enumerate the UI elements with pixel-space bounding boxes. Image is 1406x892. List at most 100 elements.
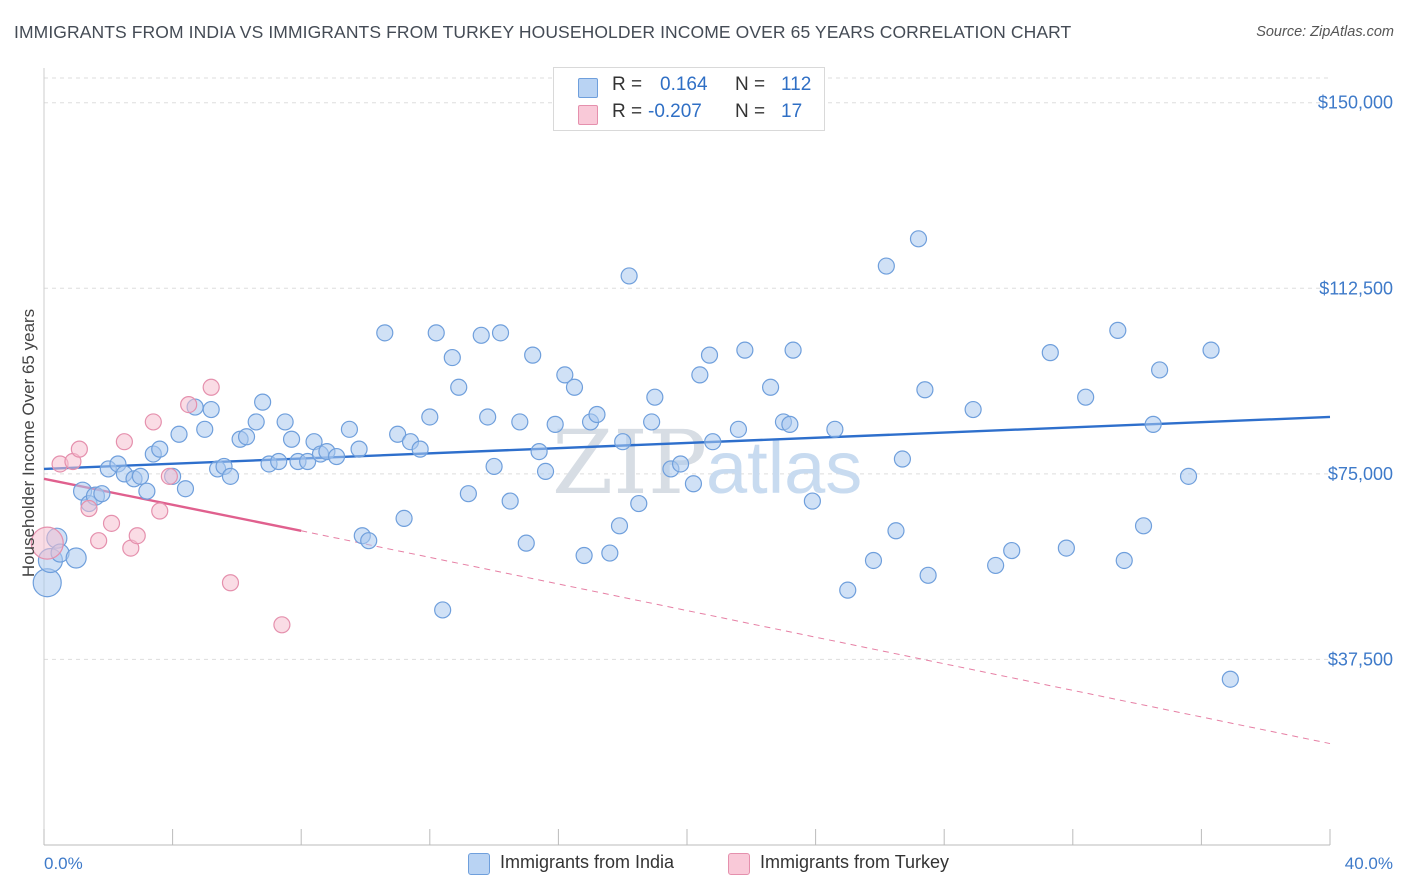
india-point bbox=[826, 420, 844, 438]
india-point bbox=[1151, 361, 1169, 379]
tick-labels: $37,500 $75,000 $112,500 $150,000 0.0% 40.0% bbox=[44, 93, 1393, 873]
india-point bbox=[964, 400, 982, 419]
y-tick-label: $150,000 bbox=[1318, 93, 1393, 113]
india-point bbox=[443, 348, 461, 367]
india-point bbox=[491, 324, 510, 342]
correlation-legend: R = 0.164 N = 112 R = -0.207 N = 17 bbox=[553, 67, 825, 131]
legend-r-value-turkey: -0.207 bbox=[648, 101, 702, 122]
india-point bbox=[803, 492, 821, 510]
india-point bbox=[620, 267, 638, 285]
india-point bbox=[610, 517, 629, 535]
india-point bbox=[421, 408, 439, 426]
india-point bbox=[254, 393, 272, 411]
turkey-point bbox=[30, 526, 64, 560]
india-point bbox=[1179, 467, 1198, 485]
india-point bbox=[1041, 344, 1059, 362]
india-point bbox=[350, 440, 368, 458]
india-point bbox=[479, 408, 497, 426]
india-point bbox=[700, 346, 719, 364]
legend-n-label-india: N = bbox=[735, 74, 766, 95]
india-point bbox=[684, 475, 703, 493]
india-point bbox=[877, 257, 895, 275]
india-point bbox=[411, 440, 429, 458]
india-point bbox=[1003, 541, 1021, 560]
turkey-point bbox=[70, 440, 88, 458]
india-point bbox=[736, 341, 754, 359]
india-point bbox=[691, 366, 709, 384]
india-point bbox=[784, 341, 802, 359]
india-point bbox=[781, 415, 799, 433]
legend-swatch-india bbox=[578, 78, 598, 98]
legend-n-value-india: 112 bbox=[781, 74, 812, 95]
india-point bbox=[893, 450, 912, 468]
legend-swatch-turkey bbox=[578, 105, 598, 125]
chart-source: Source: ZipAtlas.com bbox=[1256, 24, 1394, 40]
turkey-point bbox=[202, 378, 220, 396]
india-point bbox=[646, 388, 664, 406]
india-point bbox=[536, 462, 555, 480]
gridlines bbox=[44, 77, 1330, 660]
turkey-point bbox=[273, 616, 291, 634]
india-point bbox=[427, 324, 445, 342]
india-point bbox=[340, 420, 359, 438]
bottom-swatch-india bbox=[468, 853, 490, 875]
india-point bbox=[196, 420, 214, 438]
india-point bbox=[247, 413, 265, 431]
turkey-point bbox=[180, 395, 198, 414]
india-point bbox=[761, 378, 780, 396]
india-point bbox=[1202, 341, 1220, 359]
india-point bbox=[704, 433, 722, 451]
turkey-point bbox=[160, 467, 178, 485]
trend-line-extension bbox=[301, 530, 1331, 745]
chart-title: IMMIGRANTS FROM INDIA VS IMMIGRANTS FROM… bbox=[14, 22, 1072, 42]
india-point bbox=[1109, 321, 1127, 339]
legend-r-label-turkey: R = bbox=[612, 101, 643, 122]
india-point bbox=[170, 425, 188, 443]
india-point bbox=[176, 480, 195, 498]
india-point bbox=[575, 546, 593, 565]
india-point bbox=[530, 443, 548, 461]
india-point bbox=[450, 378, 468, 396]
turkey-point bbox=[115, 433, 133, 451]
legend-n-label-turkey: N = bbox=[735, 101, 766, 122]
x-tick-label-min: 0.0% bbox=[44, 854, 83, 873]
india-point bbox=[1144, 415, 1162, 433]
x-tick-label-max: 40.0% bbox=[1345, 854, 1393, 873]
india-point bbox=[131, 467, 150, 485]
india-point bbox=[434, 601, 452, 619]
india-point bbox=[1077, 388, 1095, 406]
y-axis-label: Householder Income Over 65 years bbox=[19, 309, 38, 577]
legend-r-value-india: 0.164 bbox=[660, 74, 708, 95]
india-point bbox=[614, 433, 632, 451]
india-point bbox=[395, 509, 413, 528]
india-point bbox=[237, 428, 256, 446]
bottom-label-india: Immigrants from India bbox=[500, 852, 675, 872]
india-point bbox=[327, 447, 346, 466]
india-point bbox=[299, 452, 317, 471]
legend-n-value-turkey: 17 bbox=[781, 101, 803, 122]
india-point bbox=[839, 581, 857, 599]
india-point bbox=[472, 326, 490, 344]
india-point bbox=[887, 522, 905, 540]
india-point bbox=[588, 405, 606, 424]
india-point bbox=[501, 492, 519, 510]
turkey-point bbox=[221, 574, 240, 592]
trend-line bbox=[43, 415, 1331, 471]
india-point bbox=[729, 420, 748, 438]
india-point bbox=[221, 467, 240, 485]
turkey-point bbox=[128, 527, 146, 545]
india-point bbox=[916, 381, 934, 399]
y-tick-label: $75,000 bbox=[1328, 464, 1393, 484]
turkey-point bbox=[102, 514, 121, 532]
india-point bbox=[1115, 551, 1133, 570]
india-point bbox=[202, 400, 220, 419]
india-point bbox=[93, 485, 111, 503]
india-point bbox=[864, 551, 883, 570]
india-point bbox=[630, 494, 648, 513]
india-point bbox=[360, 532, 378, 550]
india-point bbox=[546, 415, 564, 433]
india-point bbox=[909, 230, 928, 248]
india-point bbox=[376, 324, 394, 342]
india-point bbox=[919, 566, 937, 584]
